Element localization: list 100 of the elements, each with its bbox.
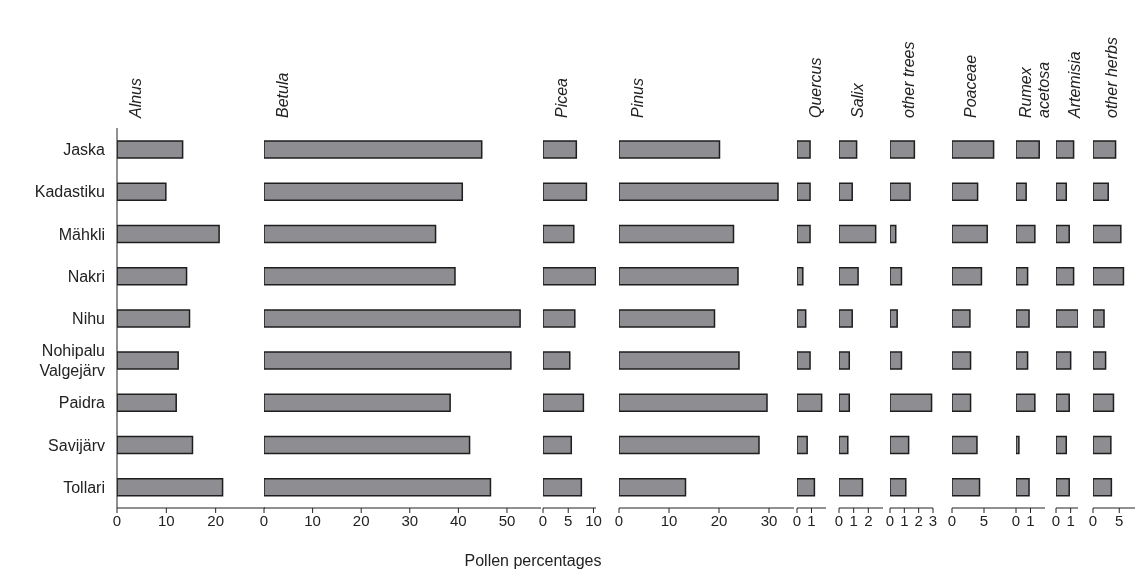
chart-title: Salix — [849, 82, 866, 118]
bar — [797, 224, 811, 244]
bar — [797, 435, 808, 455]
x-tick-label: 40 — [450, 511, 467, 529]
bar — [1056, 182, 1068, 201]
bar — [952, 478, 981, 497]
bar — [1056, 478, 1070, 497]
bar — [1056, 224, 1070, 244]
bar — [890, 140, 916, 159]
chart-title: Pinus — [629, 77, 646, 118]
bar — [839, 435, 849, 455]
bar — [797, 351, 811, 370]
bar — [797, 140, 811, 159]
bar — [264, 478, 492, 497]
bar — [543, 393, 585, 413]
y-tick-label: Nakri — [67, 267, 105, 285]
bar — [1016, 224, 1036, 244]
x-tick-label: 0 — [614, 511, 624, 529]
bar — [839, 182, 853, 201]
x-tick-label: 1 — [900, 511, 909, 529]
bar — [543, 351, 571, 370]
bar — [264, 351, 512, 370]
chart-title: other trees — [900, 41, 917, 118]
bar — [797, 478, 816, 497]
bar — [797, 309, 807, 328]
x-tick-label: 5 — [1115, 511, 1124, 529]
x-tick-label: 20 — [710, 511, 728, 529]
bar — [1093, 140, 1117, 159]
bar — [839, 478, 864, 497]
y-tick-label: Jaska — [63, 141, 106, 159]
bar — [619, 351, 740, 370]
bar — [1093, 435, 1112, 455]
x-axis-title: Pollen percentages — [463, 552, 603, 570]
bar — [1056, 393, 1070, 413]
x-tick-label: 0 — [259, 511, 269, 529]
bar — [952, 266, 983, 286]
bar — [264, 435, 471, 455]
bar — [619, 266, 739, 286]
chart-title: Betula — [274, 72, 291, 118]
bar — [890, 182, 911, 201]
x-tick-label: 2 — [864, 511, 873, 529]
x-tick-label: 10 — [660, 511, 678, 529]
bar — [1093, 182, 1109, 201]
x-tick-label: 0 — [792, 511, 802, 529]
x-tick-label: 0 — [538, 511, 548, 529]
x-tick-label: 30 — [401, 511, 419, 529]
bar — [839, 393, 851, 413]
bar — [619, 478, 687, 497]
x-tick-label: 10 — [157, 511, 175, 529]
bar — [952, 435, 978, 455]
bar — [1016, 393, 1036, 413]
bar — [952, 140, 995, 159]
bar — [1056, 140, 1075, 159]
bar — [619, 309, 716, 328]
bar — [839, 309, 853, 328]
chart-title: Quercus — [807, 57, 824, 118]
bar — [264, 266, 456, 286]
bar — [619, 435, 760, 455]
y-tick-label: Kadastiku — [34, 183, 105, 201]
bar — [890, 435, 910, 455]
bar — [264, 182, 464, 201]
x-tick-label: 20 — [207, 511, 225, 529]
x-tick-label: 1 — [807, 511, 816, 529]
y-tick-label: Mähkli — [58, 225, 105, 243]
x-tick-label: 30 — [760, 511, 778, 529]
bar — [1016, 309, 1030, 328]
bar — [1016, 351, 1029, 370]
bar — [543, 309, 576, 328]
chart-title: Poaceae — [962, 54, 979, 118]
bar — [543, 266, 596, 286]
x-tick-label: 5 — [979, 511, 989, 529]
bar — [1016, 266, 1029, 286]
chart-title: Alnus — [127, 77, 144, 119]
bar — [1016, 478, 1030, 497]
bar — [1093, 224, 1122, 244]
x-tick-label: 0 — [1088, 511, 1098, 529]
bar — [890, 351, 903, 370]
bar — [543, 224, 575, 244]
bar — [797, 182, 811, 201]
bar — [952, 351, 972, 370]
x-tick-label: 0 — [112, 511, 122, 529]
chart-title: Rumex acetosa — [1017, 61, 1052, 118]
bar — [1056, 266, 1075, 286]
bar — [619, 393, 768, 413]
x-tick-label: 0 — [834, 511, 844, 529]
bar — [619, 224, 735, 244]
x-tick-label: 1 — [1026, 511, 1035, 529]
bar — [264, 224, 437, 244]
x-tick-label: 2 — [914, 511, 923, 529]
bar — [264, 140, 483, 159]
bar — [797, 266, 804, 286]
x-tick-label: 5 — [564, 511, 573, 529]
bar — [952, 182, 979, 201]
bar — [797, 393, 823, 413]
x-tick-label: 1 — [849, 511, 858, 529]
bar — [890, 393, 933, 413]
bar — [1056, 309, 1078, 328]
bar — [1093, 266, 1125, 286]
bar — [890, 224, 897, 244]
y-tick-label: Nohipalu Valgejärv — [39, 342, 105, 380]
